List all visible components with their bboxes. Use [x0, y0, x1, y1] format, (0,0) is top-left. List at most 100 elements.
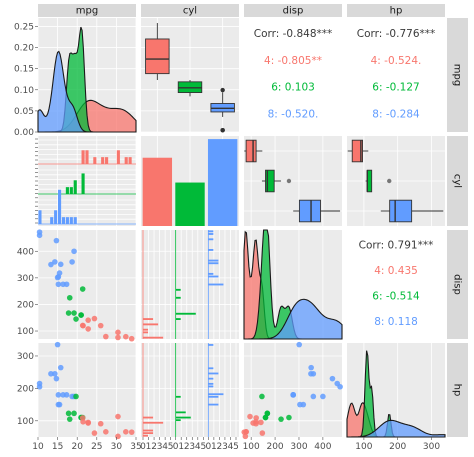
tick-label-density-y: 0.05: [14, 107, 34, 117]
hist-bar-hp-cyl-4: [143, 421, 164, 424]
point-mpg-disp-24: [71, 248, 77, 255]
hist-bar-disp-cyl-4: [143, 328, 149, 331]
hist-bar-disp-cyl-4: [143, 336, 164, 339]
tick-label-cyl-x: 3: [222, 442, 228, 452]
point-disp-hp-30: [296, 341, 303, 348]
bar-cyl-8: [207, 139, 238, 226]
panel-mpg-disp: [244, 18, 342, 132]
hist-bar-mpg-cyl-4: [81, 150, 85, 164]
box-disp-cyl-8: [298, 199, 321, 223]
point-mpg-disp-6: [52, 259, 58, 265]
outlier-mpg-cyl-8: [220, 87, 225, 93]
point-mpg-disp-31: [79, 322, 86, 329]
point-mpg-hp-16: [53, 375, 60, 382]
hist-bar-disp-cyl-8: [208, 262, 219, 265]
corr-overall-disp-hp: Corr: 0.791***: [359, 239, 434, 251]
point-mpg-hp-15: [36, 380, 43, 387]
hist-bar-disp-cyl-6: [175, 318, 181, 320]
corr-group-disp-hp: 6: -0.514: [372, 290, 420, 302]
corr-group-mpg-disp: 4: -0.805**: [264, 55, 322, 67]
point-mpg-disp-7: [91, 315, 98, 322]
point-mpg-hp-9: [71, 410, 77, 417]
tick-label-hp-x: 300: [423, 442, 440, 452]
hist-bar-mpg-cyl-8: [58, 189, 62, 224]
point-mpg-disp-19: [128, 335, 135, 342]
hist-bar-mpg-cyl-6: [81, 173, 85, 194]
hist-bar-disp-cyl-8: [208, 283, 224, 286]
tick-label-cyl-x: 0: [140, 442, 146, 452]
density-disp-cyl-8: [244, 298, 343, 340]
tick-label-cyl-x: 5: [200, 442, 206, 452]
point-mpg-hp-19: [128, 429, 135, 435]
strip-right-cyl: [447, 136, 468, 226]
box-disp-cyl-6: [265, 169, 275, 193]
point-mpg-disp-5: [66, 294, 73, 301]
tick-label-density-y: 0.10: [14, 86, 34, 96]
point-disp-hp-3: [286, 414, 292, 421]
tick-label-cyl-x: 3: [189, 442, 195, 452]
point-mpg-disp-9: [71, 310, 77, 316]
point-disp-hp-27: [247, 413, 253, 420]
hist-bar-mpg-cyl-6: [65, 187, 69, 194]
hist-bar-mpg-cyl-4: [105, 157, 109, 164]
tick-label-hp-x: 100: [355, 442, 372, 452]
strip-right-hp: [447, 343, 468, 437]
point-disp-hp-16: [329, 375, 336, 382]
point-mpg-disp-28: [57, 261, 64, 268]
point-mpg-disp-17: [123, 333, 129, 340]
strip-right-label-mpg: mpg: [452, 64, 463, 86]
tick-label-disp-y: 400: [17, 247, 34, 257]
hist-bar-hp-cyl-8: [208, 367, 214, 370]
point-mpg-disp-15: [36, 232, 43, 239]
panel-mpg-hp: [347, 18, 445, 132]
hist-bar-mpg-cyl-8: [69, 217, 73, 224]
point-mpg-disp-3: [79, 286, 86, 292]
tick-label-density-y: 0.15: [14, 65, 34, 75]
point-mpg-disp-25: [103, 333, 109, 340]
corr-overall-mpg-disp: Corr: -0.848***: [254, 28, 333, 40]
box-hp-cyl-4: [351, 139, 363, 163]
tick-label-mpg-x: 30: [111, 442, 123, 452]
point-mpg-hp-26: [97, 420, 104, 427]
hist-bar-mpg-cyl-6: [73, 180, 77, 194]
point-mpg-disp-1: [78, 312, 84, 318]
density-mpg-cyl-8: [37, 50, 136, 133]
point-mpg-disp-16: [53, 237, 60, 244]
strip-right-label-disp: disp: [452, 274, 463, 295]
panel-hp-cyl: [141, 343, 239, 437]
tick-label-cyl-x: 5: [168, 442, 174, 452]
point-mpg-hp-5: [66, 416, 73, 422]
point-disp-hp-23: [308, 370, 314, 377]
point-disp-hp-18: [242, 433, 249, 440]
point-disp-hp-4: [310, 393, 317, 400]
strip-right-label-cyl: cyl: [452, 174, 463, 188]
point-mpg-disp-2: [85, 326, 91, 332]
point-mpg-hp-27: [115, 413, 121, 420]
point-disp-hp-5: [278, 416, 284, 422]
hist-bar-mpg-cyl-8: [61, 217, 66, 224]
point-mpg-hp-13: [55, 392, 62, 398]
point-mpg-hp-29: [73, 393, 79, 400]
tick-label-cyl-x: 4: [162, 442, 168, 452]
outlier-mpg-cyl-8: [220, 127, 225, 133]
corr-group-mpg-disp: 8: -0.520.: [268, 108, 319, 120]
point-disp-hp-10: [264, 410, 271, 417]
tick-label-disp-x: 200: [266, 442, 283, 452]
tick-label-cyl-x: 1: [211, 442, 217, 452]
hist-bar-hp-cyl-8: [208, 377, 214, 380]
hist-bar-hp-cyl-8: [208, 372, 219, 375]
point-mpg-disp-23: [48, 261, 54, 268]
tick-label-cyl-x: 0: [173, 442, 179, 452]
point-disp-hp-28: [308, 364, 314, 371]
tick-label-disp-x: 400: [314, 442, 331, 452]
hist-bar-disp-cyl-4: [143, 318, 154, 320]
strip-top-disp: [244, 4, 342, 17]
hist-bar-mpg-cyl-6: [69, 187, 73, 194]
density-hp-cyl-8: [347, 419, 446, 438]
point-mpg-hp-31: [79, 415, 86, 421]
hist-bar-disp-cyl-8: [208, 249, 214, 251]
strip-right-mpg: [447, 18, 468, 132]
tick-label-hp-y: 300: [17, 352, 34, 362]
corr-group-disp-hp: 4: 0.435: [374, 265, 418, 277]
